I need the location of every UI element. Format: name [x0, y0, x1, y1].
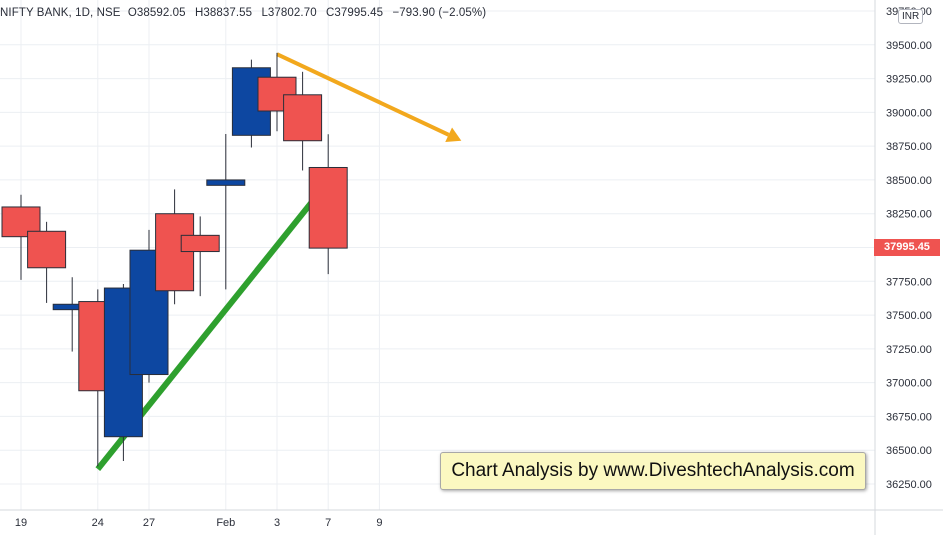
currency-badge[interactable]: INR — [898, 9, 924, 24]
x-tick-label: 3 — [274, 517, 280, 529]
candle — [283, 71, 323, 171]
open-value: O38592.05 — [127, 7, 186, 19]
candle — [155, 189, 195, 305]
candle-body — [308, 166, 348, 249]
candles — [1, 52, 348, 467]
symbol-label: NIFTY BANK, 1D, NSE — [0, 7, 121, 19]
candle — [180, 216, 220, 297]
y-tick-label: 37750.00 — [886, 276, 932, 288]
x-tick-label: 7 — [325, 517, 331, 529]
candle-body — [155, 213, 195, 292]
y-tick-label: 39000.00 — [886, 107, 932, 119]
candle-body — [1, 206, 41, 238]
y-tick-label: 36750.00 — [886, 411, 932, 423]
candle-body — [283, 94, 323, 142]
downtrend-arrow-head — [445, 127, 462, 143]
last-price-badge: 37995.45 — [874, 239, 940, 256]
x-tick-label: 27 — [143, 517, 155, 529]
x-tick-label: Feb — [216, 517, 235, 529]
y-tick-label: 38250.00 — [886, 209, 932, 221]
y-tick-label: 37250.00 — [886, 344, 932, 356]
x-tick-label: 24 — [92, 517, 104, 529]
high-value: H38837.55 — [194, 7, 253, 19]
downtrend-arrow-shaft — [276, 52, 450, 137]
y-tick-label: 36500.00 — [886, 445, 932, 457]
y-tick-label: 38750.00 — [886, 141, 932, 153]
y-tick-label: 37500.00 — [886, 310, 932, 322]
symbol-header: NIFTY BANK, 1D, NSE O38592.05 H38837.55 … — [0, 7, 492, 19]
watermark-banner: Chart Analysis by www.DiveshtechAnalysis… — [440, 452, 866, 490]
y-tick-label: 37000.00 — [886, 378, 932, 390]
candle — [308, 134, 348, 275]
downtrend-arrow — [276, 52, 462, 143]
candle — [1, 194, 41, 280]
close-value: C37995.45 — [326, 7, 384, 19]
candle-body — [180, 234, 220, 253]
y-tick-label: 36250.00 — [886, 479, 932, 491]
x-tick-label: 9 — [376, 517, 382, 529]
x-tick-label: 19 — [15, 517, 27, 529]
candle — [27, 221, 67, 303]
low-value: L37802.70 — [261, 7, 317, 19]
change-value: −793.90 (−2.05%) — [392, 7, 487, 19]
candle — [206, 133, 246, 290]
y-tick-label: 38500.00 — [886, 175, 932, 187]
candle — [129, 229, 169, 383]
y-tick-label: 39250.00 — [886, 74, 932, 86]
candle-body — [206, 179, 246, 186]
candle-body — [27, 230, 67, 269]
y-tick-label: 39500.00 — [886, 40, 932, 52]
